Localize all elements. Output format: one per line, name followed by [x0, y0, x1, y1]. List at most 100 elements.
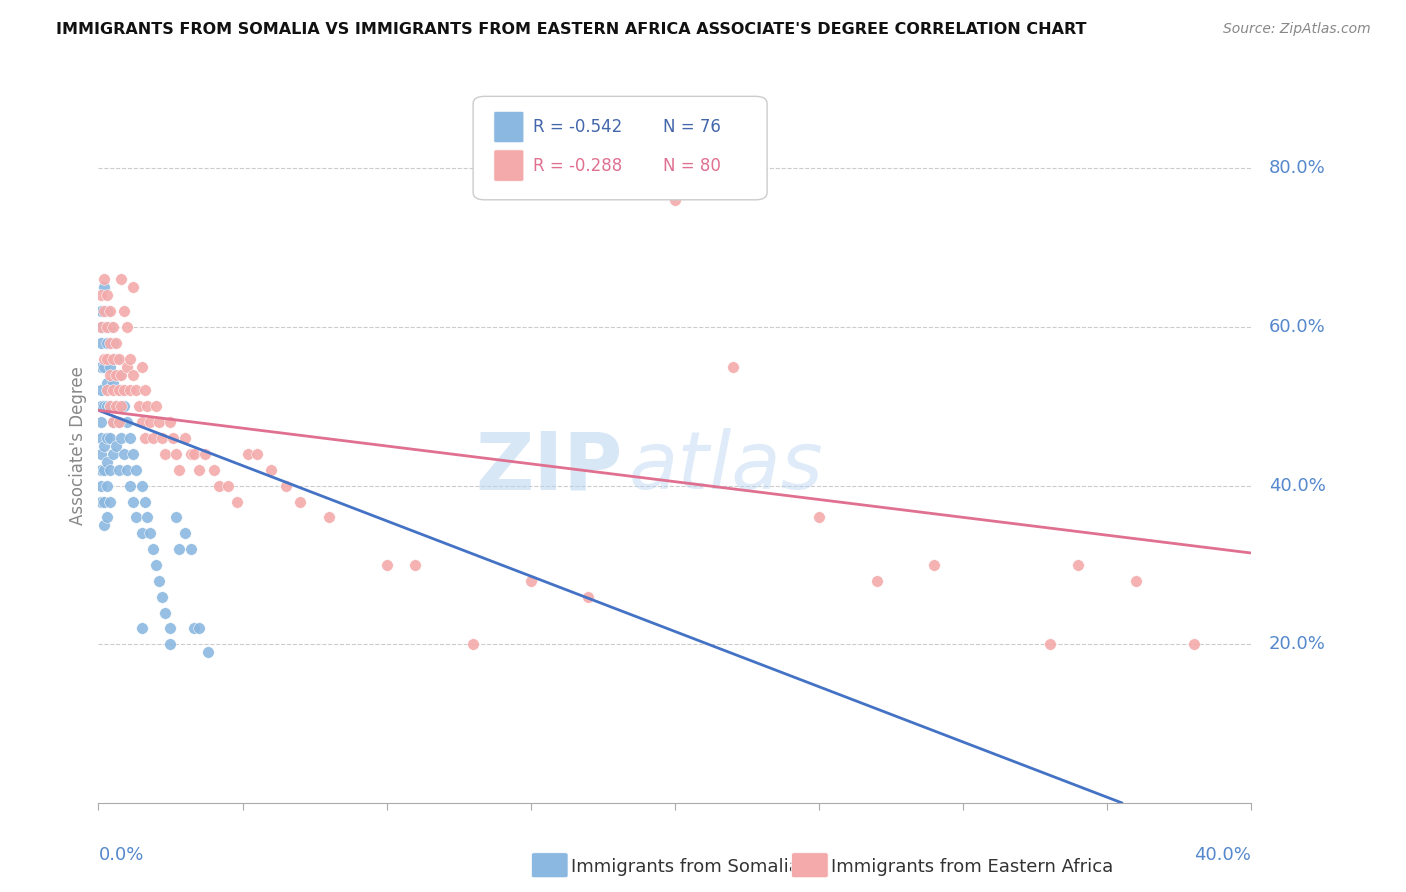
Point — [183, 447, 205, 461]
Text: 20.0%: 20.0% — [1268, 635, 1326, 653]
Point — [131, 478, 153, 492]
Point — [96, 304, 118, 318]
Point — [122, 280, 145, 294]
Y-axis label: Associate's Degree: Associate's Degree — [69, 367, 87, 525]
Point — [90, 335, 112, 350]
Point — [93, 280, 115, 294]
Text: 60.0%: 60.0% — [1268, 318, 1326, 336]
Point — [96, 335, 118, 350]
Point — [101, 320, 124, 334]
Point — [174, 526, 197, 541]
Point — [93, 320, 115, 334]
Point — [93, 463, 115, 477]
Point — [93, 494, 115, 508]
Point — [122, 447, 145, 461]
Text: atlas: atlas — [628, 428, 824, 507]
Point — [153, 606, 176, 620]
Point — [90, 400, 112, 414]
Point — [93, 272, 115, 286]
Point — [122, 494, 145, 508]
Point — [101, 384, 124, 398]
Point — [120, 431, 142, 445]
Point — [98, 400, 121, 414]
Point — [520, 574, 543, 588]
Point — [107, 368, 129, 382]
FancyBboxPatch shape — [494, 150, 524, 181]
Point — [578, 590, 600, 604]
Point — [90, 447, 112, 461]
Point — [120, 351, 142, 366]
Point — [125, 510, 148, 524]
Point — [128, 400, 150, 414]
Point — [1125, 574, 1147, 588]
Point — [98, 368, 121, 382]
Point — [107, 384, 129, 398]
Point — [90, 431, 112, 445]
Point — [98, 494, 121, 508]
Point — [197, 645, 219, 659]
Point — [104, 439, 127, 453]
Point — [318, 510, 340, 524]
Point — [150, 590, 173, 604]
Point — [98, 304, 121, 318]
Point — [90, 359, 112, 374]
Point — [93, 304, 115, 318]
Point — [101, 376, 124, 390]
Point — [112, 400, 135, 414]
Point — [375, 558, 398, 572]
Point — [96, 455, 118, 469]
Point — [117, 320, 138, 334]
Point — [405, 558, 427, 572]
Point — [142, 542, 165, 557]
Point — [139, 526, 162, 541]
Point — [120, 384, 142, 398]
Point — [110, 384, 132, 398]
Point — [93, 351, 115, 366]
Point — [98, 359, 121, 374]
FancyBboxPatch shape — [494, 112, 524, 143]
Point — [110, 400, 132, 414]
Text: 40.0%: 40.0% — [1268, 476, 1326, 495]
Point — [461, 637, 484, 651]
Point — [93, 400, 115, 414]
Point — [93, 518, 115, 533]
Point — [664, 193, 686, 207]
Point — [180, 542, 202, 557]
Point — [142, 431, 165, 445]
Point — [721, 359, 744, 374]
Point — [90, 320, 112, 334]
Point — [159, 637, 181, 651]
Point — [90, 478, 112, 492]
Point — [134, 494, 156, 508]
Point — [98, 335, 121, 350]
Point — [139, 415, 162, 429]
Point — [238, 447, 260, 461]
Point — [112, 304, 135, 318]
Point — [167, 463, 190, 477]
Point — [134, 384, 156, 398]
Point — [93, 359, 115, 374]
Point — [1067, 558, 1090, 572]
Point — [131, 415, 153, 429]
Point — [125, 384, 148, 398]
Point — [131, 621, 153, 635]
Text: Immigrants from Eastern Africa: Immigrants from Eastern Africa — [831, 858, 1114, 876]
Point — [260, 463, 283, 477]
Point — [131, 526, 153, 541]
Point — [98, 431, 121, 445]
Point — [165, 510, 187, 524]
Point — [180, 447, 202, 461]
Point — [107, 415, 129, 429]
Point — [93, 439, 115, 453]
Point — [246, 447, 269, 461]
Point — [96, 376, 118, 390]
Text: Immigrants from Somalia: Immigrants from Somalia — [571, 858, 800, 876]
Point — [101, 447, 124, 461]
Point — [145, 558, 167, 572]
Point — [131, 359, 153, 374]
Point — [98, 320, 121, 334]
Point — [134, 431, 156, 445]
Point — [90, 288, 112, 302]
Point — [112, 384, 135, 398]
Point — [96, 431, 118, 445]
